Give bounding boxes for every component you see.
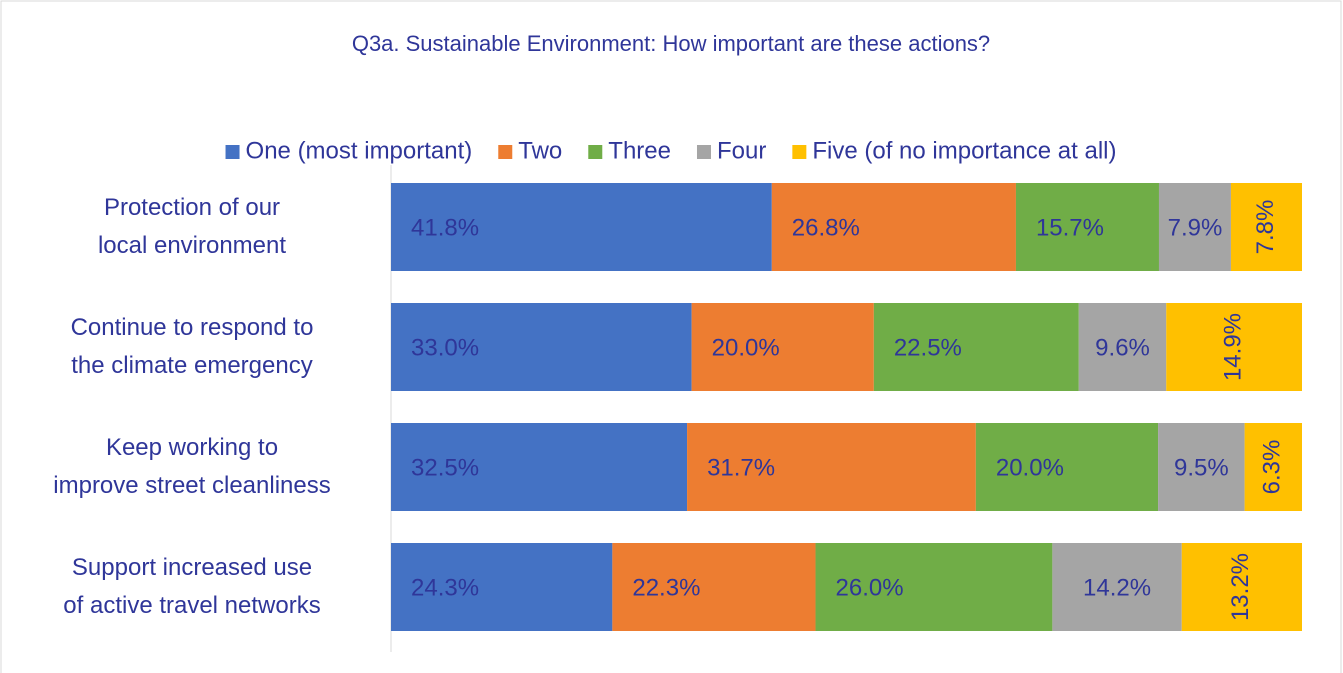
- value-label: 9.6%: [1095, 334, 1150, 361]
- chart-title: Q3a. Sustainable Environment: How import…: [352, 31, 990, 56]
- value-label: 32.5%: [411, 454, 479, 481]
- legend-swatch: [225, 145, 240, 159]
- value-label: 20.0%: [996, 454, 1064, 481]
- bar-segment: [1166, 303, 1302, 391]
- value-label: 33.0%: [411, 334, 479, 361]
- bar-segment: [1158, 423, 1245, 511]
- legend-label: Five (of no importance at all): [812, 137, 1116, 164]
- category-label: Support increased use of active travel n…: [63, 554, 321, 619]
- legend-label: Three: [608, 137, 671, 164]
- legend-swatch: [696, 145, 711, 159]
- bar-segment: [1158, 183, 1231, 271]
- value-label: 20.0%: [712, 334, 780, 361]
- bar-segment: [1015, 183, 1159, 271]
- category-label: Protection of our local environment: [97, 194, 287, 259]
- legend-label: Four: [717, 137, 766, 164]
- bar-segment: [975, 423, 1159, 511]
- value-label: 13.2%: [1227, 553, 1254, 621]
- value-label: 24.3%: [411, 574, 479, 601]
- category-label: Keep working to improve street cleanline…: [53, 434, 331, 499]
- legend-label: Two: [518, 137, 562, 164]
- legend-label: One (most important): [246, 137, 473, 164]
- bar-segment: [1078, 303, 1167, 391]
- bar-segment: [1181, 543, 1302, 631]
- bar-segment: [391, 423, 688, 511]
- legend-swatch: [498, 145, 513, 159]
- bar-segment: [391, 183, 772, 271]
- bar-segment: [687, 423, 976, 511]
- bar-segment: [612, 543, 816, 631]
- value-label: 31.7%: [707, 454, 775, 481]
- value-label: 14.9%: [1219, 313, 1246, 381]
- bar-segment: [1244, 423, 1302, 511]
- value-label: 7.8%: [1252, 200, 1279, 255]
- bar-segment: [391, 543, 613, 631]
- value-label: 15.7%: [1036, 214, 1104, 241]
- bar-segment: [1052, 543, 1182, 631]
- bar-segment: [691, 303, 874, 391]
- value-label: 6.3%: [1259, 440, 1286, 495]
- bar-segment: [391, 303, 692, 391]
- legend-swatch: [588, 145, 603, 159]
- bar-segment: [815, 543, 1053, 631]
- category-label: Continue to respond to the climate emerg…: [70, 314, 314, 379]
- legend-swatch: [792, 145, 807, 159]
- value-label: 9.5%: [1174, 454, 1229, 481]
- value-label: 26.0%: [836, 574, 904, 601]
- bar-segment: [873, 303, 1079, 391]
- value-label: 22.5%: [894, 334, 962, 361]
- value-label: 22.3%: [632, 574, 700, 601]
- value-label: 41.8%: [411, 214, 479, 241]
- value-label: 26.8%: [792, 214, 860, 241]
- bar-segment: [771, 183, 1016, 271]
- bar-segment: [1230, 183, 1302, 271]
- value-label: 7.9%: [1168, 214, 1223, 241]
- value-label: 14.2%: [1083, 574, 1151, 601]
